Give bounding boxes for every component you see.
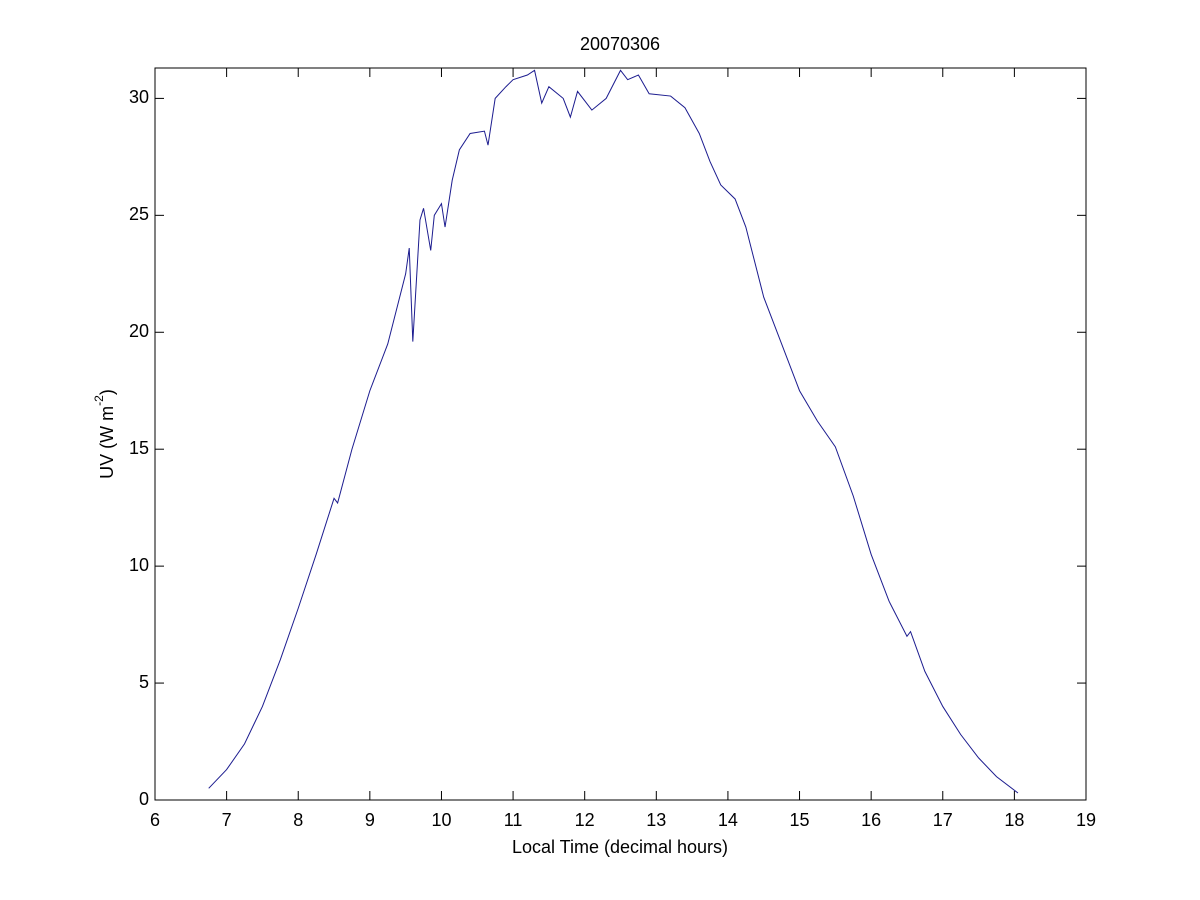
x-tick-label: 14: [718, 810, 738, 830]
x-tick-label: 8: [293, 810, 303, 830]
y-tick-label: 5: [139, 672, 149, 692]
y-tick-label: 15: [129, 438, 149, 458]
y-tick-label: 25: [129, 204, 149, 224]
y-axis-label-text: UV (W m: [97, 406, 117, 479]
x-tick-label: 12: [575, 810, 595, 830]
y-axis-label-end: ): [97, 389, 117, 395]
data-line: [208, 69, 1019, 794]
x-tick-label: 16: [861, 810, 881, 830]
x-tick-label: 9: [365, 810, 375, 830]
y-tick-label: 0: [139, 789, 149, 809]
x-axis-label: Local Time (decimal hours): [512, 837, 728, 857]
y-tick-label: 10: [129, 555, 149, 575]
x-tick-label: 17: [933, 810, 953, 830]
y-tick-label: 30: [129, 87, 149, 107]
x-tick-label: 7: [222, 810, 232, 830]
x-tick-label: 11: [504, 810, 523, 830]
plot-area: [154, 67, 1087, 801]
y-tick-label: 20: [129, 321, 149, 341]
x-tick-label: 19: [1076, 810, 1096, 830]
y-axis-label: UV (W m-2): [92, 389, 117, 479]
y-axis-label-sup: -2: [92, 395, 106, 406]
x-tick-label: 15: [790, 810, 810, 830]
x-tick-label: 6: [150, 810, 160, 830]
x-tick-label: 13: [646, 810, 666, 830]
x-tick-label: 10: [431, 810, 451, 830]
x-tick-label: 18: [1004, 810, 1024, 830]
chart-title: 20070306: [580, 34, 660, 54]
